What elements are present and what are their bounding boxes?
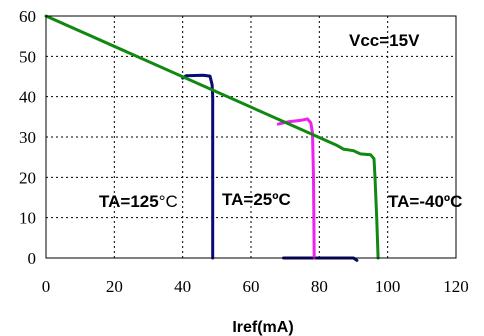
x-tick-label: 120 — [443, 277, 469, 296]
plot-border — [45, 15, 457, 259]
y-axis-ticks: 0 10 20 30 40 50 60 — [19, 7, 36, 268]
x-axis-ticks: 0 20 40 60 80 100 120 — [42, 277, 469, 296]
x-tick-label: 0 — [42, 277, 51, 296]
gridlines — [46, 16, 456, 258]
x-tick-label: 60 — [243, 277, 260, 296]
ta125-unit: °C — [159, 192, 178, 211]
y-tick-label: 20 — [19, 168, 36, 187]
ta25-annotation: TA=25ºC — [222, 190, 291, 209]
x-tick-label: 40 — [174, 277, 191, 296]
ta125-annotation: TA=125°C — [99, 192, 178, 211]
x-tick-label: 20 — [106, 277, 123, 296]
vcc-annotation: Vcc=15V — [349, 31, 420, 50]
ta125-label: TA=125 — [99, 192, 159, 211]
x-tick-label: 100 — [375, 277, 401, 296]
x-tick-label: 80 — [311, 277, 328, 296]
y-tick-label: 10 — [19, 209, 36, 228]
y-tick-label: 50 — [19, 47, 36, 66]
series-layer — [44, 14, 380, 262]
series-line-0 — [181, 73, 215, 260]
x-axis-title: Iref(mA) — [232, 319, 293, 336]
series-line-2 — [276, 117, 316, 260]
y-tick-label: 60 — [19, 7, 36, 26]
y-tick-label: 40 — [19, 88, 36, 107]
ta40-annotation: TA=-40ºC — [388, 192, 462, 211]
y-tick-label: 0 — [28, 249, 37, 268]
y-tick-label: 30 — [19, 128, 36, 147]
series-line-3 — [44, 14, 380, 260]
